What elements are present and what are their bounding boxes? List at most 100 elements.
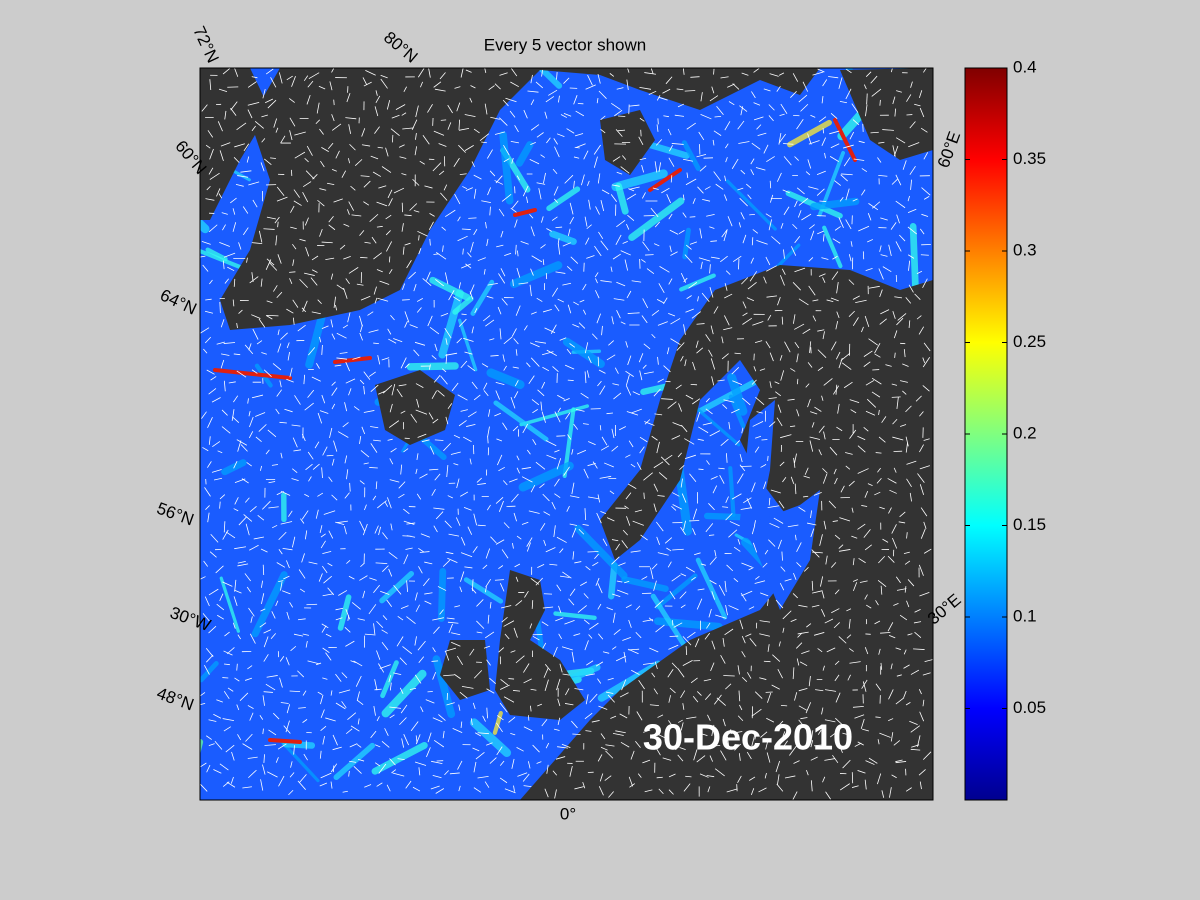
vector xyxy=(880,585,883,595)
vector xyxy=(753,68,760,73)
vector xyxy=(762,562,768,568)
vector xyxy=(684,454,696,460)
vector xyxy=(271,524,278,529)
vector xyxy=(614,110,623,117)
vector xyxy=(777,774,780,785)
vector xyxy=(529,158,540,165)
streak xyxy=(509,261,563,288)
vector xyxy=(342,790,348,793)
vector xyxy=(363,410,375,413)
vector xyxy=(625,370,634,377)
streak xyxy=(251,571,288,638)
vector xyxy=(209,551,217,558)
vector xyxy=(719,475,725,484)
vector xyxy=(569,216,575,225)
vector xyxy=(382,615,388,621)
vector xyxy=(251,394,264,399)
vector xyxy=(343,256,351,260)
vector xyxy=(230,776,234,784)
vector xyxy=(251,369,258,374)
vector xyxy=(841,362,852,370)
vector xyxy=(374,679,378,691)
vector xyxy=(709,95,719,102)
vector xyxy=(222,718,235,721)
vector xyxy=(321,147,329,152)
vector xyxy=(807,398,811,408)
streak xyxy=(200,661,219,683)
vector xyxy=(419,551,430,553)
vector xyxy=(370,155,379,160)
vector xyxy=(373,584,380,594)
vector xyxy=(879,289,883,298)
vector xyxy=(222,68,231,75)
vector xyxy=(483,269,486,275)
vector xyxy=(903,349,906,358)
vector xyxy=(757,132,767,137)
vector xyxy=(268,729,277,736)
vector xyxy=(460,721,463,728)
vector xyxy=(893,145,899,157)
greenland xyxy=(220,68,820,330)
vector xyxy=(302,191,309,203)
vector xyxy=(542,493,550,502)
vector xyxy=(727,736,730,746)
vector xyxy=(554,493,561,498)
vector xyxy=(279,656,285,662)
vector xyxy=(219,593,224,602)
vector xyxy=(641,315,648,324)
vector xyxy=(386,100,391,110)
vector xyxy=(632,391,641,396)
vector xyxy=(338,689,351,694)
vector xyxy=(692,696,699,703)
vector xyxy=(317,691,323,695)
vector xyxy=(512,279,514,287)
vector xyxy=(595,661,604,667)
vector xyxy=(495,497,504,504)
vector xyxy=(657,552,669,556)
vector xyxy=(213,477,223,481)
vector xyxy=(592,461,598,469)
vector xyxy=(376,201,388,207)
vector xyxy=(523,785,532,788)
vector xyxy=(696,154,707,158)
vector xyxy=(792,314,796,324)
vector xyxy=(880,217,888,221)
vector xyxy=(527,449,531,455)
vector xyxy=(213,713,222,719)
vector xyxy=(499,117,508,126)
vector xyxy=(294,151,306,159)
vector xyxy=(667,401,677,409)
vector xyxy=(682,659,693,666)
vector xyxy=(234,143,245,148)
vector xyxy=(319,188,327,191)
vector xyxy=(535,461,546,470)
vector xyxy=(543,511,551,516)
vector xyxy=(805,383,810,388)
vector xyxy=(353,660,363,667)
vector xyxy=(348,770,350,777)
vector xyxy=(515,244,517,255)
vector xyxy=(670,338,681,346)
vector xyxy=(403,86,407,92)
vector xyxy=(610,266,613,272)
vector xyxy=(322,647,330,654)
vector xyxy=(615,234,622,245)
vector xyxy=(331,123,342,131)
vector xyxy=(530,705,532,712)
vector xyxy=(724,293,733,299)
vector xyxy=(594,272,599,278)
vector xyxy=(352,356,361,360)
vector xyxy=(298,707,306,709)
vector xyxy=(452,296,461,302)
vector xyxy=(321,325,329,329)
vector xyxy=(327,182,335,186)
vector xyxy=(528,375,535,385)
vector xyxy=(232,299,235,307)
vector xyxy=(779,113,785,117)
vector xyxy=(903,551,910,555)
vector xyxy=(251,242,263,245)
vector xyxy=(891,524,897,534)
vector xyxy=(865,380,875,386)
map xyxy=(200,68,933,800)
vector xyxy=(381,166,392,173)
